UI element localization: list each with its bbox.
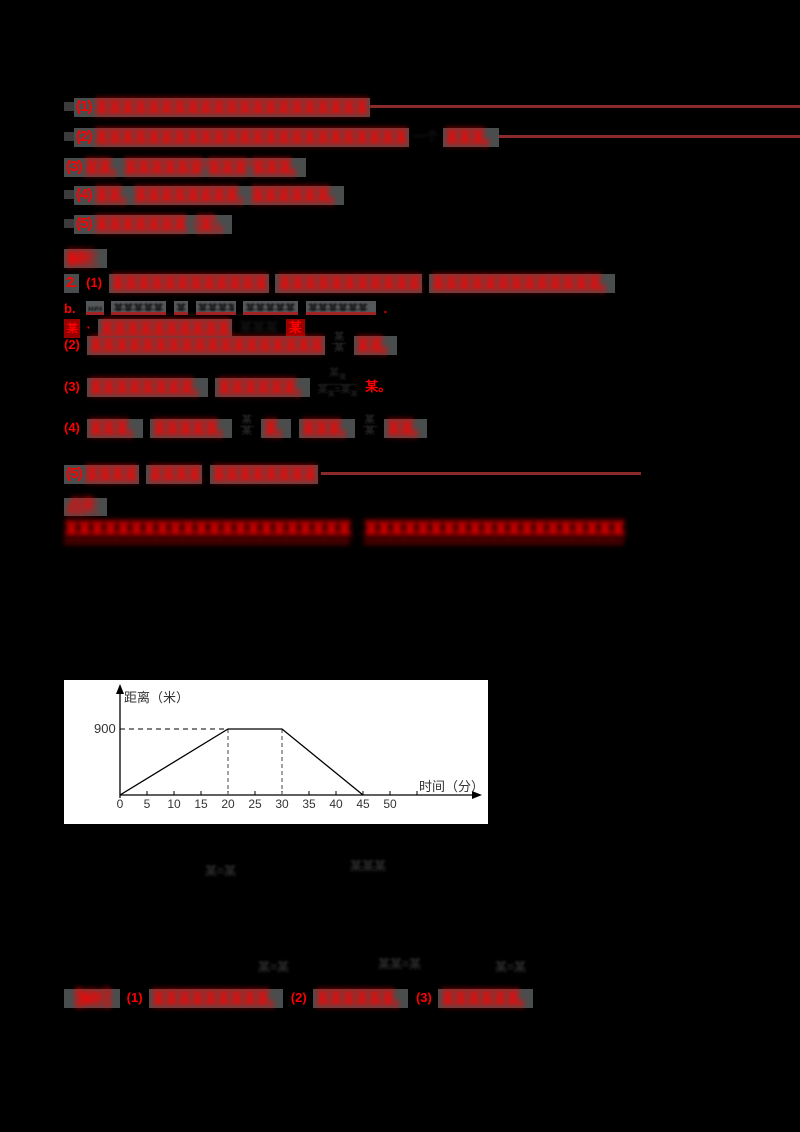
svg-text:0: 0 [117, 797, 124, 811]
svg-text:5: 5 [144, 797, 151, 811]
svg-text:45: 45 [356, 797, 370, 811]
svg-text:40: 40 [329, 797, 343, 811]
svg-text:15: 15 [194, 797, 208, 811]
svg-text:20: 20 [221, 797, 235, 811]
svg-text:35: 35 [302, 797, 316, 811]
svg-text:900: 900 [94, 721, 116, 736]
svg-text:50: 50 [383, 797, 397, 811]
svg-text:10: 10 [167, 797, 181, 811]
svg-text:30: 30 [275, 797, 289, 811]
svg-text:距离（米）: 距离（米） [124, 690, 189, 705]
svg-text:时间（分）: 时间（分） [419, 779, 484, 794]
svg-text:25: 25 [248, 797, 262, 811]
